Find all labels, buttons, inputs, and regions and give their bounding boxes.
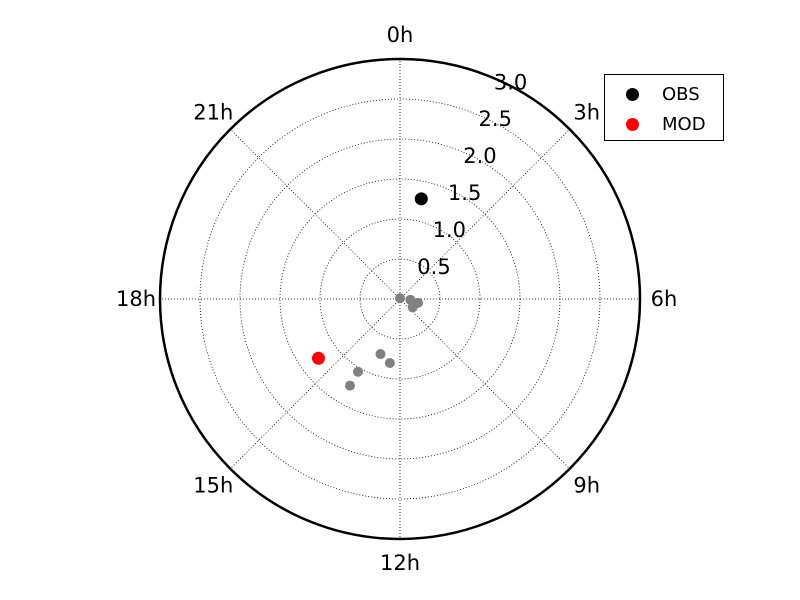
polar-frame <box>158 57 642 541</box>
radial-tick-label: 2.5 <box>479 107 512 131</box>
grey-point <box>375 349 386 360</box>
angle-tick-label: 15h <box>193 474 233 498</box>
grid-spoke <box>399 129 570 300</box>
polar-grid <box>160 59 640 539</box>
radial-tick-label: 1.0 <box>433 218 466 242</box>
grey-point <box>395 293 405 304</box>
angle-tick-label: 0h <box>387 23 414 47</box>
grey-point <box>384 358 395 369</box>
radial-tick-label: 1.5 <box>448 181 481 205</box>
legend-label-obs: OBS <box>662 83 700 105</box>
obs-point <box>414 192 428 206</box>
grid-circle <box>319 218 481 380</box>
legend-marker-mod <box>626 117 639 131</box>
grey-point <box>345 380 355 391</box>
angle-tick-label: 6h <box>651 287 678 311</box>
angle-tick-label: 12h <box>380 551 420 575</box>
angle-tick-label: 21h <box>193 100 233 124</box>
grid-spoke <box>230 129 401 300</box>
legend: OBS MOD <box>604 74 724 141</box>
radial-tick-label: 2.0 <box>463 144 496 168</box>
mod-point <box>311 351 325 365</box>
grid-spoke <box>399 298 570 469</box>
legend-marker-obs <box>626 87 639 101</box>
grid-circle <box>199 98 601 500</box>
grey-point <box>353 366 363 377</box>
angle-tick-labels: 0h 3h 6h 9h 12h 15h 18h 21h <box>116 23 677 575</box>
data-points <box>311 192 428 391</box>
legend-item-mod: MOD <box>605 113 706 135</box>
legend-label-mod: MOD <box>662 113 706 135</box>
radial-tick-label: 0.5 <box>417 255 450 279</box>
legend-item-obs: OBS <box>605 83 700 105</box>
angle-tick-label: 9h <box>573 474 600 498</box>
radial-tick-labels: 0.5 1.0 1.5 2.0 2.5 3.0 <box>417 70 527 279</box>
angle-tick-label: 18h <box>116 287 156 311</box>
radial-tick-label: 3.0 <box>494 70 527 94</box>
grid-spoke <box>230 298 401 469</box>
angle-tick-label: 3h <box>573 100 600 124</box>
grey-point <box>407 302 418 313</box>
